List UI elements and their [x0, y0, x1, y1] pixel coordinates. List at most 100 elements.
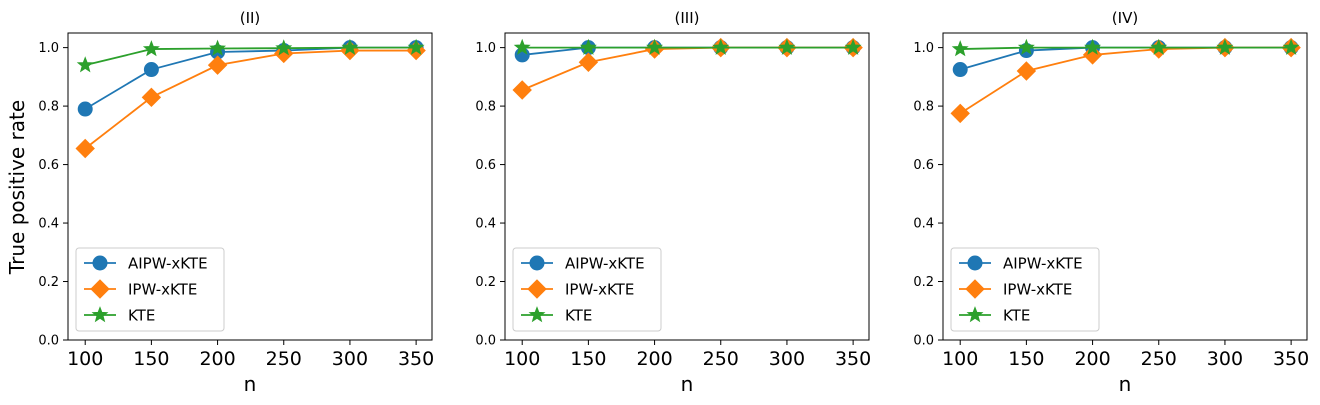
legend-label: IPW-xKTE	[1003, 281, 1072, 299]
legend-label: AIPW-xKTE	[128, 255, 208, 273]
x-tick-label: 200	[1074, 348, 1110, 370]
data-point	[1084, 38, 1102, 55]
series-line	[84, 46, 417, 110]
data-point	[142, 40, 160, 57]
data-point	[952, 62, 968, 78]
legend-marker	[92, 255, 108, 271]
data-point	[77, 101, 93, 117]
legend-entry: AIPW-xKTE	[959, 255, 1083, 273]
data-point	[512, 80, 532, 100]
plot-frame	[942, 32, 1308, 341]
x-tick-label: 350	[835, 348, 871, 370]
y-tick-label: 0.6	[38, 158, 59, 173]
data-point	[275, 39, 293, 56]
legend: AIPW-xKTE IPW-xKTE KTE	[75, 247, 225, 332]
x-tick-label: 100	[942, 348, 978, 370]
x-tick-label: 200	[199, 348, 235, 370]
data-point	[1282, 38, 1300, 55]
data-point	[578, 52, 599, 72]
y-tick-label: 1.0	[475, 41, 496, 56]
legend: AIPW-xKTE IPW-xKTE KTE	[950, 247, 1100, 332]
series-line	[959, 46, 1292, 115]
data-point	[646, 38, 664, 55]
data-point	[778, 38, 796, 55]
x-tick-label: 250	[1141, 348, 1177, 370]
data-point	[407, 38, 425, 55]
legend-entry: IPW-xKTE	[521, 279, 634, 299]
x-axis-label: n	[681, 372, 694, 396]
series-line	[960, 46, 1292, 50]
data-point	[950, 103, 970, 124]
plot-frame	[67, 32, 433, 341]
y-tick-label: 0.4	[38, 217, 59, 232]
legend-label: KTE	[1003, 307, 1030, 325]
data-point	[1082, 45, 1103, 65]
data-point	[1150, 38, 1168, 55]
legend-label: IPW-xKTE	[565, 281, 634, 299]
chart-title: (III)	[675, 9, 700, 27]
x-tick-label: 200	[636, 348, 672, 370]
legend-marker	[966, 306, 984, 323]
x-tick-label: 100	[504, 348, 540, 370]
x-tick-label: 300	[769, 348, 805, 370]
y-tick-label: 1.0	[913, 41, 934, 56]
x-tick-label: 300	[1207, 348, 1243, 370]
x-tick-label: 300	[332, 348, 368, 370]
legend-frame	[512, 247, 662, 332]
chart-title: (IV)	[1112, 9, 1138, 27]
x-axis-label: n	[244, 372, 257, 396]
legend-entry: KTE	[84, 306, 155, 325]
y-tick-label: 0.4	[913, 217, 934, 232]
legend: AIPW-xKTE IPW-xKTE KTE	[512, 247, 662, 332]
series-aipw-xkte	[952, 40, 1299, 78]
series-line	[84, 46, 417, 67]
legend-marker	[527, 279, 547, 299]
data-point	[1216, 38, 1234, 55]
chart-panel-3: (IV) 100 150 200 250 300 350 0.0 0.2 0.4 0.6 0.8 1.0…	[913, 9, 1309, 396]
y-tick-label: 0.2	[913, 275, 934, 290]
legend-marker	[965, 279, 985, 299]
y-tick-label: 0.0	[475, 334, 496, 349]
legend-label: KTE	[128, 307, 155, 325]
legend-entry: KTE	[521, 306, 592, 325]
series-kte	[513, 38, 862, 55]
legend-entry: AIPW-xKTE	[521, 255, 645, 273]
legend-marker	[528, 306, 546, 323]
series-line	[84, 49, 417, 150]
x-axis-label: n	[1119, 372, 1132, 396]
series-kte	[76, 38, 425, 73]
data-point	[209, 39, 227, 56]
series-ipw-xkte	[950, 37, 1301, 124]
y-tick-label: 0.6	[913, 158, 934, 173]
y-tick-label: 0.4	[475, 217, 496, 232]
data-point	[341, 38, 359, 55]
legend-entry: AIPW-xKTE	[84, 255, 208, 273]
series-aipw-xkte	[77, 40, 424, 117]
x-tick-label: 350	[1273, 348, 1309, 370]
legend-entry: IPW-xKTE	[959, 279, 1072, 299]
legend-entry: KTE	[959, 306, 1030, 325]
data-point	[75, 138, 95, 159]
y-tick-label: 0.2	[38, 275, 59, 290]
plot-frame	[504, 32, 870, 341]
series-line	[959, 46, 1292, 71]
x-tick-label: 350	[398, 348, 434, 370]
x-tick-label: 150	[133, 348, 169, 370]
x-tick-label: 150	[1008, 348, 1044, 370]
series-line	[521, 46, 854, 91]
data-point	[712, 38, 730, 55]
y-tick-label: 1.0	[38, 41, 59, 56]
series-aipw-xkte	[514, 40, 861, 63]
chart-panel-1: (II) 100 150 200 250 300 350 0.0 0.2 0.4 0.6 0.8 1.0…	[38, 9, 434, 396]
y-axis-label: True positive rate	[5, 100, 29, 275]
data-point	[141, 87, 162, 108]
y-tick-label: 0.2	[475, 275, 496, 290]
y-tick-label: 0.6	[475, 158, 496, 173]
y-tick-label: 0.8	[38, 100, 59, 115]
chart-title: (II)	[240, 9, 261, 27]
legend-marker	[529, 255, 545, 271]
data-point	[76, 56, 94, 73]
y-tick-label: 0.0	[913, 334, 934, 349]
legend-label: IPW-xKTE	[128, 281, 197, 299]
x-tick-label: 250	[266, 348, 302, 370]
